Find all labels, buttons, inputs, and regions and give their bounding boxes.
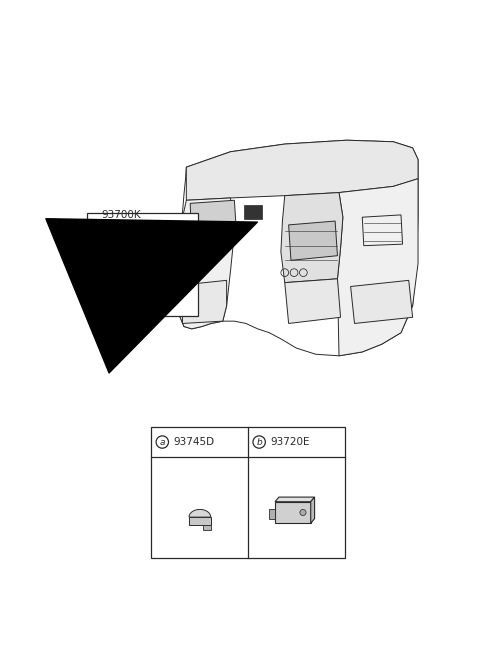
Polygon shape bbox=[189, 510, 211, 517]
Polygon shape bbox=[275, 497, 314, 502]
Bar bbox=[152, 428, 345, 557]
Text: b: b bbox=[121, 290, 127, 299]
Polygon shape bbox=[175, 247, 181, 253]
Polygon shape bbox=[190, 200, 237, 240]
Polygon shape bbox=[311, 497, 314, 523]
Bar bbox=[87, 214, 198, 316]
Circle shape bbox=[300, 510, 306, 515]
Polygon shape bbox=[175, 255, 181, 261]
Text: 93720E: 93720E bbox=[270, 437, 310, 447]
Polygon shape bbox=[244, 205, 262, 219]
Text: a: a bbox=[100, 264, 105, 273]
Circle shape bbox=[253, 436, 265, 448]
Polygon shape bbox=[285, 279, 340, 324]
Polygon shape bbox=[178, 198, 234, 329]
Polygon shape bbox=[148, 242, 174, 274]
Polygon shape bbox=[350, 280, 413, 324]
Polygon shape bbox=[203, 525, 211, 530]
Polygon shape bbox=[337, 179, 418, 356]
Polygon shape bbox=[145, 239, 177, 278]
Polygon shape bbox=[281, 193, 343, 283]
Polygon shape bbox=[182, 280, 227, 324]
Text: 93700K: 93700K bbox=[101, 210, 141, 219]
Text: b: b bbox=[256, 438, 262, 447]
Polygon shape bbox=[269, 510, 275, 519]
Circle shape bbox=[156, 436, 168, 448]
Polygon shape bbox=[189, 517, 211, 525]
Circle shape bbox=[97, 263, 108, 274]
Polygon shape bbox=[275, 502, 311, 523]
Text: 93745D: 93745D bbox=[173, 437, 214, 447]
Circle shape bbox=[153, 253, 167, 268]
Polygon shape bbox=[175, 262, 181, 269]
Polygon shape bbox=[288, 221, 337, 260]
Polygon shape bbox=[186, 140, 418, 200]
Text: a: a bbox=[159, 438, 165, 447]
Polygon shape bbox=[176, 140, 418, 356]
Circle shape bbox=[119, 288, 130, 300]
Circle shape bbox=[149, 251, 169, 271]
